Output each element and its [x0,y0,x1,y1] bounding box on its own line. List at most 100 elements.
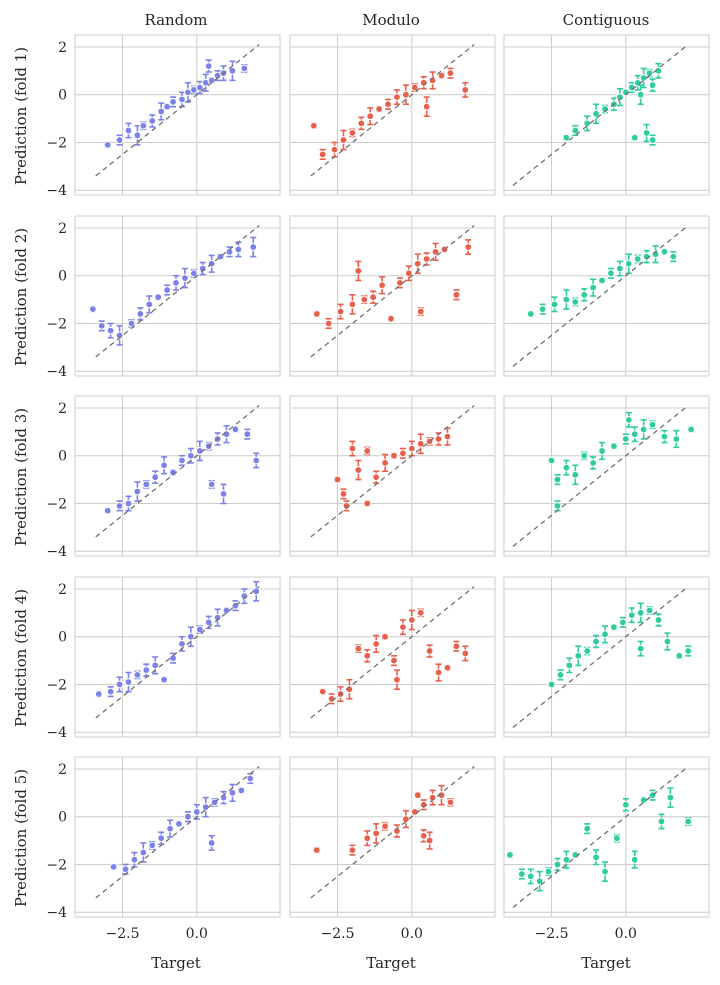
marker [526,872,535,881]
data-point [139,121,148,131]
marker [422,102,431,111]
plot-area [74,395,281,557]
marker [363,834,372,843]
marker [133,671,142,679]
data-point [630,850,639,869]
data-point [627,607,636,624]
marker [357,119,366,128]
marker [366,112,375,121]
marker [434,668,443,677]
data-point [354,459,363,481]
marker [464,243,473,251]
data-point [416,608,425,618]
marker [142,480,151,489]
marker [571,470,580,479]
x-tick-label: −2.5 [106,926,140,942]
data-point [684,817,693,826]
marker [192,808,201,816]
marker [422,255,431,263]
marker [413,259,422,268]
data-point [207,479,216,489]
marker [437,71,446,80]
data-point [348,844,357,856]
data-point [169,96,177,108]
data-point [538,303,547,315]
marker [115,331,124,340]
data-point [547,456,556,465]
plot-area [503,756,710,918]
data-point [312,846,321,855]
marker [207,839,216,847]
marker [443,432,452,441]
data-point [97,320,106,332]
marker [172,278,180,287]
data-point [535,870,544,892]
marker [580,451,589,460]
data-point [195,80,204,95]
marker [127,319,136,328]
marker [393,93,401,101]
marker [330,145,339,154]
marker [124,126,133,135]
data-point [669,251,678,263]
marker [207,480,216,489]
marker [461,649,470,658]
marker [407,616,416,624]
data-point [618,616,627,628]
plot-area [503,34,710,196]
data-point [425,644,434,658]
data-point [222,606,231,615]
marker [553,475,562,484]
data-point [452,289,461,301]
marker [553,501,562,510]
marker [124,678,133,686]
marker [363,651,372,660]
marker [186,632,195,641]
marker [610,623,618,632]
data-point [249,236,258,258]
marker [249,243,258,251]
data-point [422,96,431,117]
data-point [204,59,213,73]
data-point [642,123,651,143]
marker [675,651,684,660]
y-tick-label: −2 [46,135,67,151]
data-point [372,823,381,844]
marker [372,473,381,482]
data-point [240,64,249,73]
data-point [645,606,654,615]
identity-reference-line [95,405,260,538]
data-point [124,122,133,139]
data-point [363,830,372,847]
data-point [360,295,369,304]
data-point [589,456,598,470]
marker [160,461,169,470]
marker [571,126,580,135]
data-point [252,452,261,469]
y-tick-label: 2 [58,582,67,598]
identity-reference-line [512,586,689,728]
marker [562,855,571,864]
marker [416,608,425,617]
data-point [378,276,387,295]
marker [407,444,416,453]
data-point [401,809,410,829]
plot-area [289,215,496,377]
marker [428,793,437,802]
marker [538,305,547,314]
marker [175,819,183,828]
marker [580,290,589,299]
marker [589,458,598,467]
data-point [431,242,440,261]
marker [151,661,160,670]
y-tick-label: −4 [46,364,67,380]
data-point [178,454,186,467]
marker [195,625,204,634]
data-point [425,831,434,850]
marker [372,639,381,648]
marker [133,131,142,140]
data-point [381,632,389,641]
data-point [547,680,556,689]
data-point [142,663,151,677]
marker [381,822,389,831]
